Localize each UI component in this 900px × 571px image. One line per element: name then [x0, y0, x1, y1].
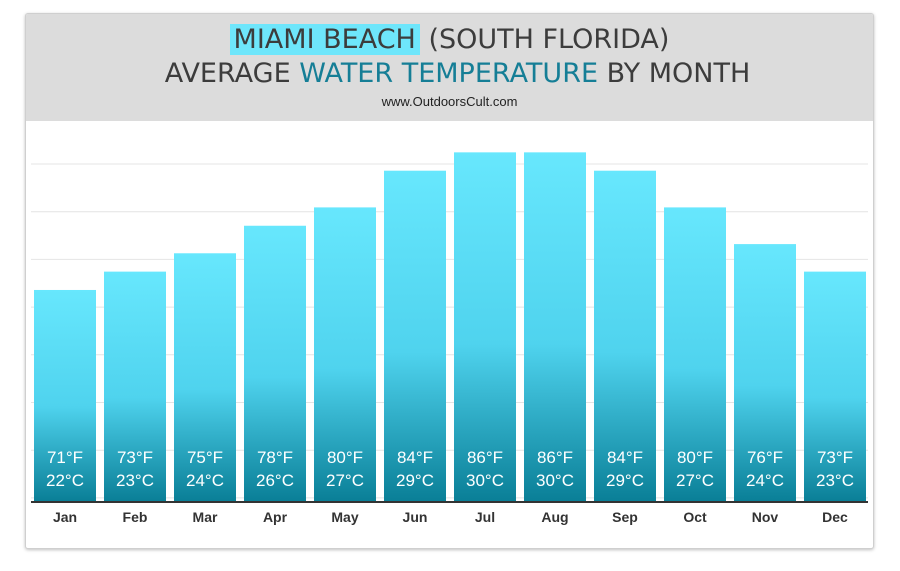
bar-label-fahrenheit: 86°F	[467, 448, 503, 467]
x-tick-label: Sep	[612, 509, 638, 525]
bar-label-celsius: 30°C	[466, 471, 504, 490]
x-tick-label: Mar	[193, 509, 218, 525]
title-highlight-location: MIAMI BEACH	[229, 24, 420, 55]
x-tick-label: Aug	[541, 509, 568, 525]
bar-label-fahrenheit: 73°F	[117, 448, 153, 467]
bar-sep	[594, 170, 656, 501]
bar-label-celsius: 30°C	[536, 471, 574, 490]
x-tick-label: Jan	[53, 509, 77, 525]
x-tick-label: Jul	[475, 509, 495, 525]
bar-label-celsius: 27°C	[326, 471, 364, 490]
bar-label-fahrenheit: 84°F	[607, 448, 643, 467]
bar-label-fahrenheit: 80°F	[677, 448, 713, 467]
bar-label-celsius: 24°C	[746, 471, 784, 490]
bar-label-celsius: 26°C	[256, 471, 294, 490]
x-tick-label: May	[331, 509, 358, 525]
website-credit: www.OutdoorsCult.com	[381, 94, 518, 109]
chart-title-line2: AVERAGE WATER TEMPERATURE BY MONTH	[26, 56, 873, 92]
bar-apr	[244, 225, 306, 501]
title-region: (SOUTH FLORIDA)	[428, 24, 670, 55]
bar-chart: 71°F 22°C 73°F 23°C 75°F 24°C 78°F 26°C 80°F 27°C…	[31, 152, 868, 525]
bar-label-fahrenheit: 84°F	[397, 448, 433, 467]
bar-label-celsius: 27°C	[676, 471, 714, 490]
bar-jan	[34, 289, 96, 501]
bar-label-celsius: 22°C	[46, 471, 84, 490]
bar-label-fahrenheit: 71°F	[47, 448, 83, 467]
bar-jun	[384, 170, 446, 501]
chart-title-line1: MIAMI BEACH (SOUTH FLORIDA)	[26, 22, 873, 58]
x-tick-label: Jun	[403, 509, 428, 525]
bar-label-celsius: 29°C	[606, 471, 644, 490]
bar-oct	[664, 207, 726, 501]
bar-aug	[524, 152, 586, 501]
x-tick-label: Dec	[822, 509, 848, 525]
bar-mar	[174, 253, 236, 501]
title-suffix: BY MONTH	[598, 58, 751, 89]
bar-label-celsius: 29°C	[396, 471, 434, 490]
bar-label-fahrenheit: 76°F	[747, 448, 783, 467]
x-tick-label: Feb	[123, 509, 148, 525]
title-accent: WATER TEMPERATURE	[299, 58, 599, 89]
bar-jul	[454, 152, 516, 501]
bar-label-fahrenheit: 80°F	[327, 448, 363, 467]
title-prefix: AVERAGE	[164, 58, 300, 89]
x-tick-label: Nov	[752, 509, 779, 525]
bar-label-fahrenheit: 86°F	[537, 448, 573, 467]
bar-label-celsius: 24°C	[186, 471, 224, 490]
bar-dec	[804, 271, 866, 501]
x-tick-label: Apr	[263, 509, 288, 525]
chart-header: MIAMI BEACH (SOUTH FLORIDA) AVERAGE WATE…	[26, 14, 873, 121]
bar-nov	[734, 244, 796, 501]
bar-feb	[104, 271, 166, 501]
bar-label-celsius: 23°C	[816, 471, 854, 490]
bar-may	[314, 207, 376, 501]
chart-card: MIAMI BEACH (SOUTH FLORIDA) AVERAGE WATE…	[25, 13, 874, 549]
bar-label-celsius: 23°C	[116, 471, 154, 490]
bar-label-fahrenheit: 73°F	[817, 448, 853, 467]
bar-label-fahrenheit: 78°F	[257, 448, 293, 467]
x-tick-label: Oct	[683, 509, 707, 525]
bar-label-fahrenheit: 75°F	[187, 448, 223, 467]
